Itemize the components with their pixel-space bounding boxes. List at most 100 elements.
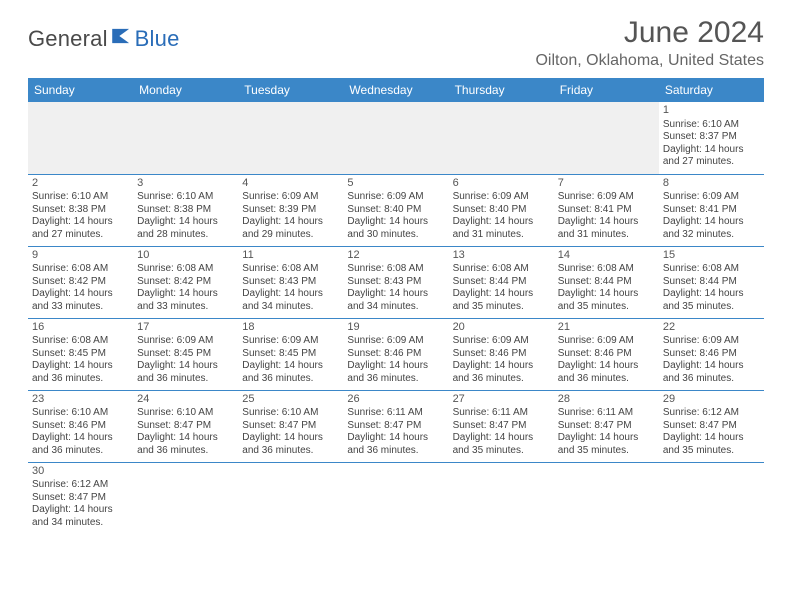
sunrise-line: Sunrise: 6:09 AM [347, 191, 444, 204]
weekday-header: Friday [554, 78, 659, 102]
day-number: 9 [32, 249, 129, 263]
logo-text-general: General [28, 26, 108, 52]
day-number: 5 [347, 177, 444, 191]
day-number: 26 [347, 393, 444, 407]
logo-flag-icon [111, 28, 133, 44]
calendar-row: 23Sunrise: 6:10 AMSunset: 8:46 PMDayligh… [28, 390, 764, 462]
day-number: 13 [453, 249, 550, 263]
sunrise-line: Sunrise: 6:10 AM [663, 119, 760, 132]
day-number: 29 [663, 393, 760, 407]
sunset-line: Sunset: 8:43 PM [242, 276, 339, 289]
sunset-line: Sunset: 8:46 PM [32, 420, 129, 433]
sunrise-line: Sunrise: 6:09 AM [137, 335, 234, 348]
sunrise-line: Sunrise: 6:09 AM [453, 191, 550, 204]
sunset-line: Sunset: 8:44 PM [453, 276, 550, 289]
sunrise-line: Sunrise: 6:08 AM [453, 263, 550, 276]
calendar-cell: 20Sunrise: 6:09 AMSunset: 8:46 PMDayligh… [449, 318, 554, 390]
day-number: 17 [137, 321, 234, 335]
sunrise-line: Sunrise: 6:08 AM [347, 263, 444, 276]
sunset-line: Sunset: 8:47 PM [347, 420, 444, 433]
daylight-line: Daylight: 14 hours and 35 minutes. [453, 288, 550, 313]
day-number: 27 [453, 393, 550, 407]
calendar-cell-empty [28, 102, 133, 174]
calendar-cell-empty [343, 102, 448, 174]
day-number: 11 [242, 249, 339, 263]
calendar-row: 16Sunrise: 6:08 AMSunset: 8:45 PMDayligh… [28, 318, 764, 390]
calendar-cell: 19Sunrise: 6:09 AMSunset: 8:46 PMDayligh… [343, 318, 448, 390]
day-number: 2 [32, 177, 129, 191]
calendar-cell: 24Sunrise: 6:10 AMSunset: 8:47 PMDayligh… [133, 390, 238, 462]
month-title: June 2024 [535, 16, 764, 50]
sunset-line: Sunset: 8:46 PM [347, 348, 444, 361]
calendar-cell: 17Sunrise: 6:09 AMSunset: 8:45 PMDayligh… [133, 318, 238, 390]
sunrise-line: Sunrise: 6:09 AM [663, 335, 760, 348]
day-number: 14 [558, 249, 655, 263]
sunrise-line: Sunrise: 6:10 AM [32, 407, 129, 420]
day-number: 3 [137, 177, 234, 191]
daylight-line: Daylight: 14 hours and 36 minutes. [137, 360, 234, 385]
calendar-cell-empty [238, 462, 343, 534]
calendar-cell: 16Sunrise: 6:08 AMSunset: 8:45 PMDayligh… [28, 318, 133, 390]
weekday-header: Thursday [449, 78, 554, 102]
sunset-line: Sunset: 8:44 PM [558, 276, 655, 289]
sunset-line: Sunset: 8:47 PM [663, 420, 760, 433]
sunrise-line: Sunrise: 6:10 AM [137, 191, 234, 204]
sunset-line: Sunset: 8:47 PM [558, 420, 655, 433]
sunset-line: Sunset: 8:47 PM [453, 420, 550, 433]
sunset-line: Sunset: 8:41 PM [663, 204, 760, 217]
page: General Blue June 2024 Oilton, Oklahoma,… [0, 0, 792, 612]
day-number: 21 [558, 321, 655, 335]
weekday-header: Sunday [28, 78, 133, 102]
calendar-cell: 8Sunrise: 6:09 AMSunset: 8:41 PMDaylight… [659, 174, 764, 246]
sunrise-line: Sunrise: 6:10 AM [32, 191, 129, 204]
day-number: 20 [453, 321, 550, 335]
sunrise-line: Sunrise: 6:11 AM [347, 407, 444, 420]
sunrise-line: Sunrise: 6:08 AM [137, 263, 234, 276]
calendar-row: 30Sunrise: 6:12 AMSunset: 8:47 PMDayligh… [28, 462, 764, 534]
calendar-cell: 12Sunrise: 6:08 AMSunset: 8:43 PMDayligh… [343, 246, 448, 318]
daylight-line: Daylight: 14 hours and 36 minutes. [137, 432, 234, 457]
daylight-line: Daylight: 14 hours and 30 minutes. [347, 216, 444, 241]
weekday-header: Tuesday [238, 78, 343, 102]
daylight-line: Daylight: 14 hours and 31 minutes. [453, 216, 550, 241]
calendar-cell: 18Sunrise: 6:09 AMSunset: 8:45 PMDayligh… [238, 318, 343, 390]
sunset-line: Sunset: 8:42 PM [137, 276, 234, 289]
title-block: June 2024 Oilton, Oklahoma, United State… [535, 16, 764, 70]
calendar-cell: 9Sunrise: 6:08 AMSunset: 8:42 PMDaylight… [28, 246, 133, 318]
day-number: 24 [137, 393, 234, 407]
sunset-line: Sunset: 8:46 PM [453, 348, 550, 361]
daylight-line: Daylight: 14 hours and 33 minutes. [137, 288, 234, 313]
sunrise-line: Sunrise: 6:09 AM [558, 335, 655, 348]
sunset-line: Sunset: 8:40 PM [453, 204, 550, 217]
calendar-cell: 23Sunrise: 6:10 AMSunset: 8:46 PMDayligh… [28, 390, 133, 462]
calendar-cell: 22Sunrise: 6:09 AMSunset: 8:46 PMDayligh… [659, 318, 764, 390]
calendar-cell-empty [449, 462, 554, 534]
calendar-row: 1Sunrise: 6:10 AMSunset: 8:37 PMDaylight… [28, 102, 764, 174]
calendar-cell: 30Sunrise: 6:12 AMSunset: 8:47 PMDayligh… [28, 462, 133, 534]
daylight-line: Daylight: 14 hours and 28 minutes. [137, 216, 234, 241]
daylight-line: Daylight: 14 hours and 31 minutes. [558, 216, 655, 241]
day-number: 30 [32, 465, 129, 479]
sunset-line: Sunset: 8:47 PM [137, 420, 234, 433]
sunrise-line: Sunrise: 6:11 AM [558, 407, 655, 420]
sunset-line: Sunset: 8:44 PM [663, 276, 760, 289]
daylight-line: Daylight: 14 hours and 36 minutes. [32, 432, 129, 457]
daylight-line: Daylight: 14 hours and 34 minutes. [32, 504, 129, 529]
daylight-line: Daylight: 14 hours and 36 minutes. [242, 360, 339, 385]
day-number: 22 [663, 321, 760, 335]
calendar-cell: 26Sunrise: 6:11 AMSunset: 8:47 PMDayligh… [343, 390, 448, 462]
day-number: 28 [558, 393, 655, 407]
sunrise-line: Sunrise: 6:08 AM [32, 263, 129, 276]
calendar-cell: 10Sunrise: 6:08 AMSunset: 8:42 PMDayligh… [133, 246, 238, 318]
daylight-line: Daylight: 14 hours and 35 minutes. [663, 288, 760, 313]
sunset-line: Sunset: 8:47 PM [242, 420, 339, 433]
weekday-header: Monday [133, 78, 238, 102]
sunrise-line: Sunrise: 6:11 AM [453, 407, 550, 420]
day-number: 12 [347, 249, 444, 263]
daylight-line: Daylight: 14 hours and 27 minutes. [663, 144, 760, 169]
daylight-line: Daylight: 14 hours and 34 minutes. [347, 288, 444, 313]
calendar-cell: 15Sunrise: 6:08 AMSunset: 8:44 PMDayligh… [659, 246, 764, 318]
sunrise-line: Sunrise: 6:08 AM [663, 263, 760, 276]
sunset-line: Sunset: 8:40 PM [347, 204, 444, 217]
daylight-line: Daylight: 14 hours and 33 minutes. [32, 288, 129, 313]
